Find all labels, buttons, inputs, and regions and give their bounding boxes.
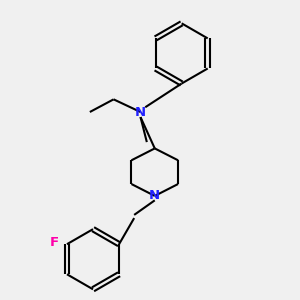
Text: F: F	[50, 236, 59, 249]
Text: N: N	[149, 189, 160, 203]
Text: N: N	[135, 106, 146, 118]
